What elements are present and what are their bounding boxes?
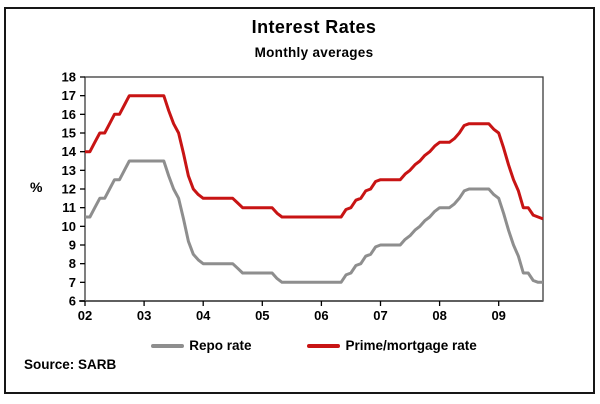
x-axis-tick-label: 05	[255, 308, 269, 323]
outer-frame	[4, 7, 595, 394]
y-axis-tick-label: 12	[62, 182, 76, 197]
y-axis-tick-label: 15	[62, 126, 76, 141]
y-axis-tick-label: 6	[69, 294, 76, 309]
legend-item-repo-rate: Repo rate	[151, 338, 251, 353]
x-axis-tick-label: 07	[373, 308, 387, 323]
y-axis-tick-label: 17	[62, 88, 76, 103]
y-axis-tick-label: 8	[69, 256, 76, 271]
prime-mortgage-rate-line-swatch-icon	[307, 343, 341, 348]
chart-subtitle: Monthly averages	[254, 45, 374, 60]
prime-mortgage-rate-line	[85, 94, 544, 221]
x-axis-tick-label: 03	[137, 308, 151, 323]
legend-label-prime-mortgage-rate: Prime/mortgage rate	[345, 338, 477, 353]
legend-label-repo-rate: Repo rate	[189, 338, 252, 353]
y-axis-tick-label: 18	[62, 70, 76, 85]
y-axis-tick-label: 10	[62, 219, 76, 234]
x-axis-tick-label: 06	[314, 308, 328, 323]
y-axis-tick-label: 16	[62, 107, 76, 122]
x-axis-tick-label: 09	[491, 308, 505, 323]
source-label: Source: SARB	[24, 357, 117, 372]
y-axis-tick-label: 13	[62, 163, 76, 178]
repo-rate-line-swatch-icon	[151, 343, 185, 348]
y-axis-tick-label: 9	[69, 238, 76, 253]
y-axis-tick-label: 14	[62, 144, 77, 159]
x-axis-tick-label: 04	[196, 308, 211, 323]
x-axis-tick-label: 02	[78, 308, 92, 323]
y-axis-tick-label: 11	[62, 200, 76, 215]
y-axis-unit-label: %	[30, 179, 43, 195]
legend: Repo rate Prime/mortgage rate	[85, 338, 543, 353]
x-axis-tick-label: 08	[432, 308, 446, 323]
chart-title: Interest Rates	[251, 17, 377, 37]
legend-item-prime-mortgage-rate: Prime/mortgage rate	[307, 338, 477, 353]
y-axis-tick-label: 7	[69, 275, 76, 290]
repo-rate-line	[85, 159, 543, 284]
